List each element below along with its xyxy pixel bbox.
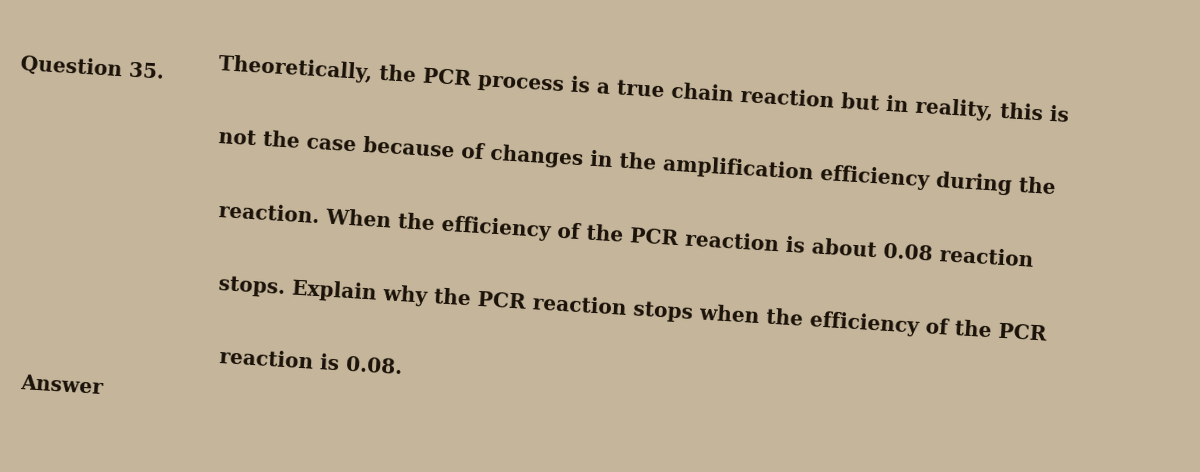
Text: Answer: Answer [20, 373, 104, 398]
Text: stops. Explain why the PCR reaction stops when the efficiency of the PCR: stops. Explain why the PCR reaction stop… [218, 274, 1048, 345]
Text: Theoretically, the PCR process is a true chain reaction but in reality, this is: Theoretically, the PCR process is a true… [218, 54, 1069, 126]
Text: Question 35.: Question 35. [20, 54, 164, 83]
Text: reaction is 0.08.: reaction is 0.08. [218, 347, 402, 378]
Text: reaction. When the efficiency of the PCR reaction is about 0.08 reaction: reaction. When the efficiency of the PCR… [218, 201, 1034, 270]
Text: not the case because of changes in the amplification efficiency during the: not the case because of changes in the a… [218, 127, 1056, 199]
